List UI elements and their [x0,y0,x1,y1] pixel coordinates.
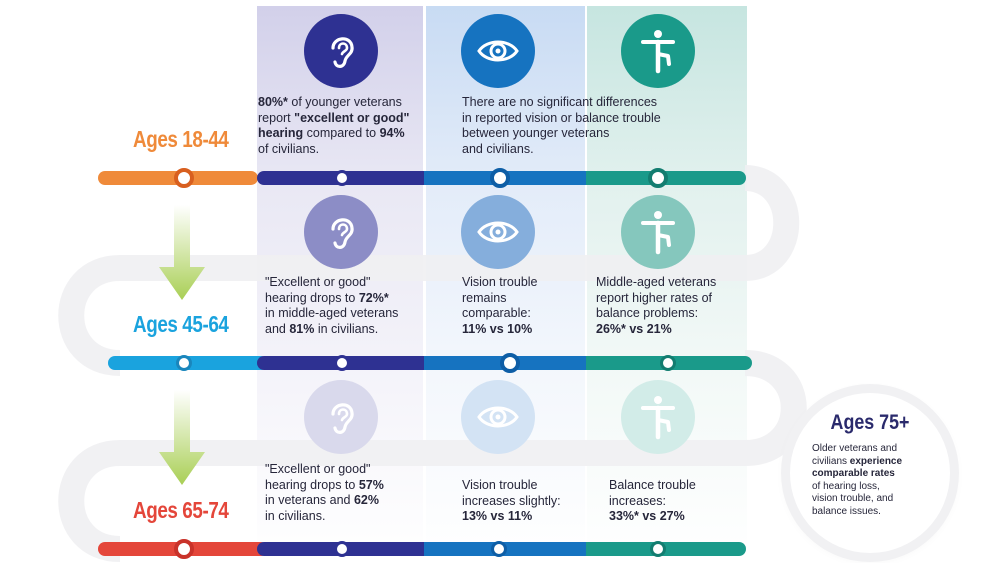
timeline-node [334,355,350,371]
balance-column-background [587,6,747,563]
timeline-node [174,539,194,559]
balance-figure-icon [621,195,695,269]
balance-figure-icon [621,14,695,88]
hearing-column-background [257,6,423,563]
ages-75-circle: Ages 75+ Older veterans and civilians ex… [790,393,950,553]
age-label-18-44: Ages 18-44 [133,126,229,152]
timeline-node [650,541,666,557]
balance-text-45-64: Middle-aged veterans report higher rates… [596,275,717,336]
hearing-text-18-44: 80%* of younger veterans report "excelle… [258,95,410,156]
timeline-node [334,541,350,557]
timeline-node [176,355,192,371]
timeline-node [490,168,510,188]
vision-text-45-64: Vision trouble remains comparable: 11% v… [462,275,538,336]
hearing-text-45-64: "Excellent or good" hearing drops to 72%… [265,275,399,336]
shared-text-18-44: There are no significant differences in … [462,95,661,156]
age-label-45-64: Ages 45-64 [133,311,229,337]
balance-text-65-74: Balance trouble increases: 33%* vs 27% [609,478,696,523]
timeline-node [500,353,520,373]
timeline-node [660,355,676,371]
down-arrow-icon [159,205,205,300]
eye-icon [461,195,535,269]
down-arrow-icon [159,390,205,485]
eye-icon [461,14,535,88]
hearing-text-65-74: "Excellent or good" hearing drops to 57%… [265,462,384,523]
vision-column-background [426,6,585,563]
ear-icon [304,380,378,454]
timeline-node [491,541,507,557]
age-label-65-74: Ages 65-74 [133,497,229,523]
vision-text-65-74: Vision trouble increases slightly: 13% v… [462,478,561,523]
timeline-node [648,168,668,188]
balance-figure-icon [621,380,695,454]
ear-icon [304,14,378,88]
timeline-node [174,168,194,188]
timeline-segment-balance [586,542,746,556]
eye-icon [461,380,535,454]
timeline-node [334,170,350,186]
ear-icon [304,195,378,269]
ages-75-text: Older veterans and civilians experience … [812,443,903,517]
ages-75-title: Ages 75+ [830,411,910,434]
